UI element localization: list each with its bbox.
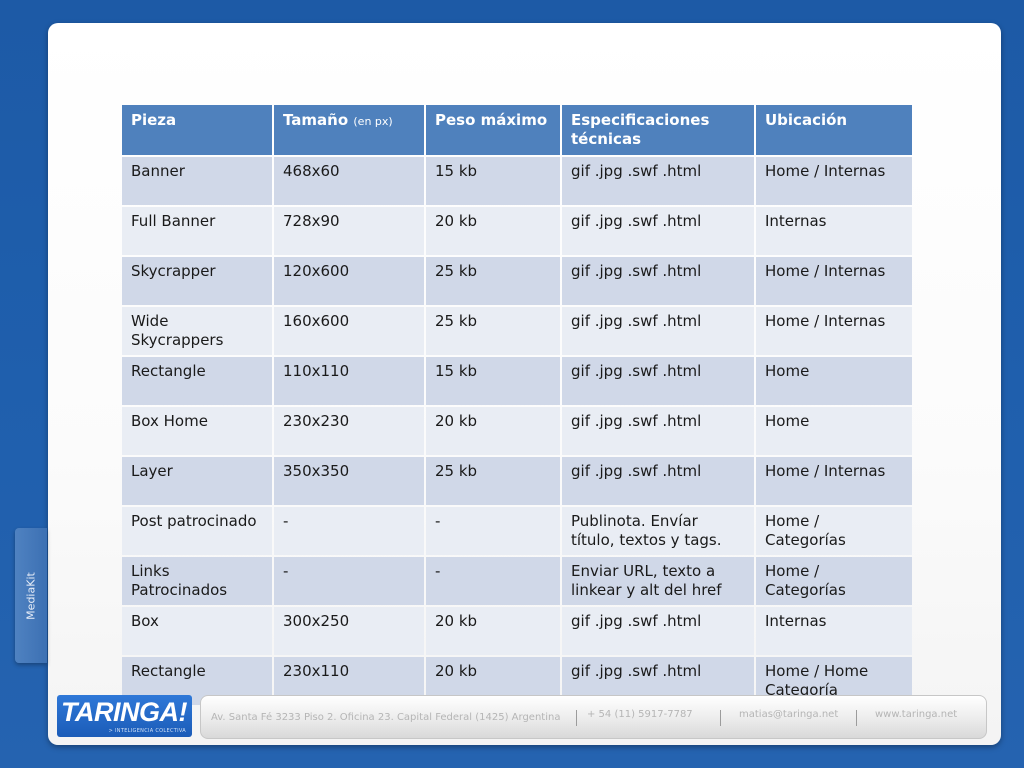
cell-pieza: Wide Skycrappers xyxy=(122,307,272,355)
footer-contact-bar: Av. Santa Fé 3233 Piso 2. Oficina 23. Ca… xyxy=(200,695,987,739)
cell-especificaciones: gif .jpg .swf .html xyxy=(562,407,754,455)
cell-especificaciones: gif .jpg .swf .html xyxy=(562,607,754,655)
cell-peso: 20 kb xyxy=(426,207,560,255)
ad-specs-table: Pieza Tamaño (en px) Peso máximo Especif… xyxy=(120,103,914,707)
table-row: Post patrocinado - - Publinota. Envíar títu… xyxy=(122,507,912,555)
logo-tagline: > INTELIGENCIA COLECTIVA xyxy=(108,728,186,734)
cell-peso: 25 kb xyxy=(426,307,560,355)
cell-tamano: 230x230 xyxy=(274,407,424,455)
cell-pieza: Box xyxy=(122,607,272,655)
cell-ubicacion: Home xyxy=(756,357,912,405)
cell-especificaciones: gif .jpg .swf .html xyxy=(562,207,754,255)
cell-ubicacion: Home / Categorías xyxy=(756,507,912,555)
cell-tamano: 728x90 xyxy=(274,207,424,255)
header-tamano: Tamaño (en px) xyxy=(274,105,424,155)
cell-tamano: - xyxy=(274,507,424,555)
cell-ubicacion: Internas xyxy=(756,607,912,655)
cell-pieza: Post patrocinado xyxy=(122,507,272,555)
footer-website-link[interactable]: www.taringa.net xyxy=(875,709,958,720)
cell-tamano: 120x600 xyxy=(274,257,424,305)
cell-pieza: Rectangle xyxy=(122,357,272,405)
table-row: Box Home 230x230 20 kb gif .jpg .swf .html H… xyxy=(122,407,912,455)
header-ubicacion: Ubicación xyxy=(756,105,912,155)
side-tab-mediakit[interactable]: MediaKit xyxy=(15,528,47,663)
cell-pieza: Links Patrocinados xyxy=(122,557,272,605)
footer-divider xyxy=(720,710,721,726)
cell-peso: - xyxy=(426,557,560,605)
cell-especificaciones: gif .jpg .swf .html xyxy=(562,307,754,355)
table-header-row: Pieza Tamaño (en px) Peso máximo Especif… xyxy=(122,105,912,155)
cell-ubicacion: Home / Internas xyxy=(756,257,912,305)
table-row: Rectangle 110x110 15 kb gif .jpg .swf .html… xyxy=(122,357,912,405)
table-row: Banner 468x60 15 kb gif .jpg .swf .html Home… xyxy=(122,157,912,205)
cell-pieza: Box Home xyxy=(122,407,272,455)
side-tab-label: MediaKit xyxy=(24,571,38,620)
cell-tamano: 110x110 xyxy=(274,357,424,405)
cell-pieza: Banner xyxy=(122,157,272,205)
header-especificaciones: Especificaciones técnicas xyxy=(562,105,754,155)
header-peso: Peso máximo xyxy=(426,105,560,155)
cell-pieza: Skycrapper xyxy=(122,257,272,305)
cell-ubicacion: Home / Internas xyxy=(756,157,912,205)
table-row: Layer 350x350 25 kb gif .jpg .swf .html Home… xyxy=(122,457,912,505)
cell-tamano: 468x60 xyxy=(274,157,424,205)
cell-especificaciones: gif .jpg .swf .html xyxy=(562,357,754,405)
logo-wordmark: TARINGA! xyxy=(61,697,187,727)
cell-tamano: 350x350 xyxy=(274,457,424,505)
footer-email-link[interactable]: matias@taringa.net xyxy=(739,709,839,720)
cell-peso: 20 kb xyxy=(426,407,560,455)
cell-especificaciones: gif .jpg .swf .html xyxy=(562,257,754,305)
cell-peso: 15 kb xyxy=(426,357,560,405)
cell-ubicacion: Home / Internas xyxy=(756,307,912,355)
header-tamano-unit: (en px) xyxy=(353,115,393,128)
footer-divider xyxy=(576,710,577,726)
table-row: Links Patrocinados - - Enviar URL, texto a … xyxy=(122,557,912,605)
table-row: Full Banner 728x90 20 kb gif .jpg .swf .htm… xyxy=(122,207,912,255)
cell-especificaciones: gif .jpg .swf .html xyxy=(562,157,754,205)
footer-address: Av. Santa Fé 3233 Piso 2. Oficina 23. Ca… xyxy=(211,712,561,723)
cell-especificaciones: Enviar URL, texto a linkear y alt del hr… xyxy=(562,557,754,605)
cell-ubicacion: Internas xyxy=(756,207,912,255)
cell-pieza: Layer xyxy=(122,457,272,505)
footer-divider xyxy=(856,710,857,726)
cell-tamano: 160x600 xyxy=(274,307,424,355)
table-row: Box 300x250 20 kb gif .jpg .swf .html Intern… xyxy=(122,607,912,655)
cell-peso: - xyxy=(426,507,560,555)
cell-ubicacion: Home xyxy=(756,407,912,455)
cell-especificaciones: gif .jpg .swf .html xyxy=(562,457,754,505)
cell-peso: 15 kb xyxy=(426,157,560,205)
cell-ubicacion: Home / Internas xyxy=(756,457,912,505)
taringa-logo[interactable]: TARINGA! > INTELIGENCIA COLECTIVA xyxy=(57,695,192,737)
table-row: Wide Skycrappers 160x600 25 kb gif .jpg .sw… xyxy=(122,307,912,355)
cell-especificaciones: Publinota. Envíar título, textos y tags. xyxy=(562,507,754,555)
cell-peso: 25 kb xyxy=(426,257,560,305)
cell-peso: 20 kb xyxy=(426,607,560,655)
cell-pieza: Full Banner xyxy=(122,207,272,255)
cell-peso: 25 kb xyxy=(426,457,560,505)
footer-phone: + 54 (11) 5917-7787 xyxy=(587,709,693,720)
header-pieza: Pieza xyxy=(122,105,272,155)
table-row: Skycrapper 120x600 25 kb gif .jpg .swf .htm… xyxy=(122,257,912,305)
cell-tamano: 300x250 xyxy=(274,607,424,655)
cell-tamano: - xyxy=(274,557,424,605)
cell-ubicacion: Home / Categorías xyxy=(756,557,912,605)
